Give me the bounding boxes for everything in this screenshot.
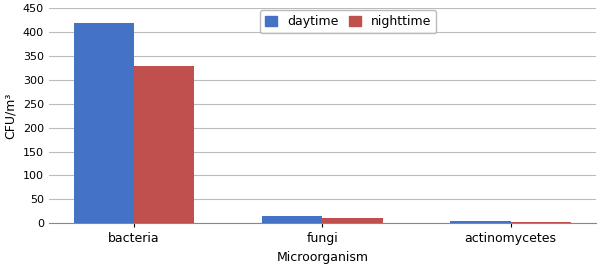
- Bar: [511, 222, 571, 223]
- Bar: [451, 221, 511, 223]
- Bar: [74, 23, 134, 223]
- Y-axis label: CFU/m³: CFU/m³: [4, 92, 17, 139]
- Bar: [322, 218, 383, 223]
- Bar: [134, 65, 194, 223]
- X-axis label: Microorganism: Microorganism: [276, 251, 368, 264]
- Bar: [262, 216, 322, 223]
- Legend: daytime, nighttime: daytime, nighttime: [260, 10, 436, 33]
